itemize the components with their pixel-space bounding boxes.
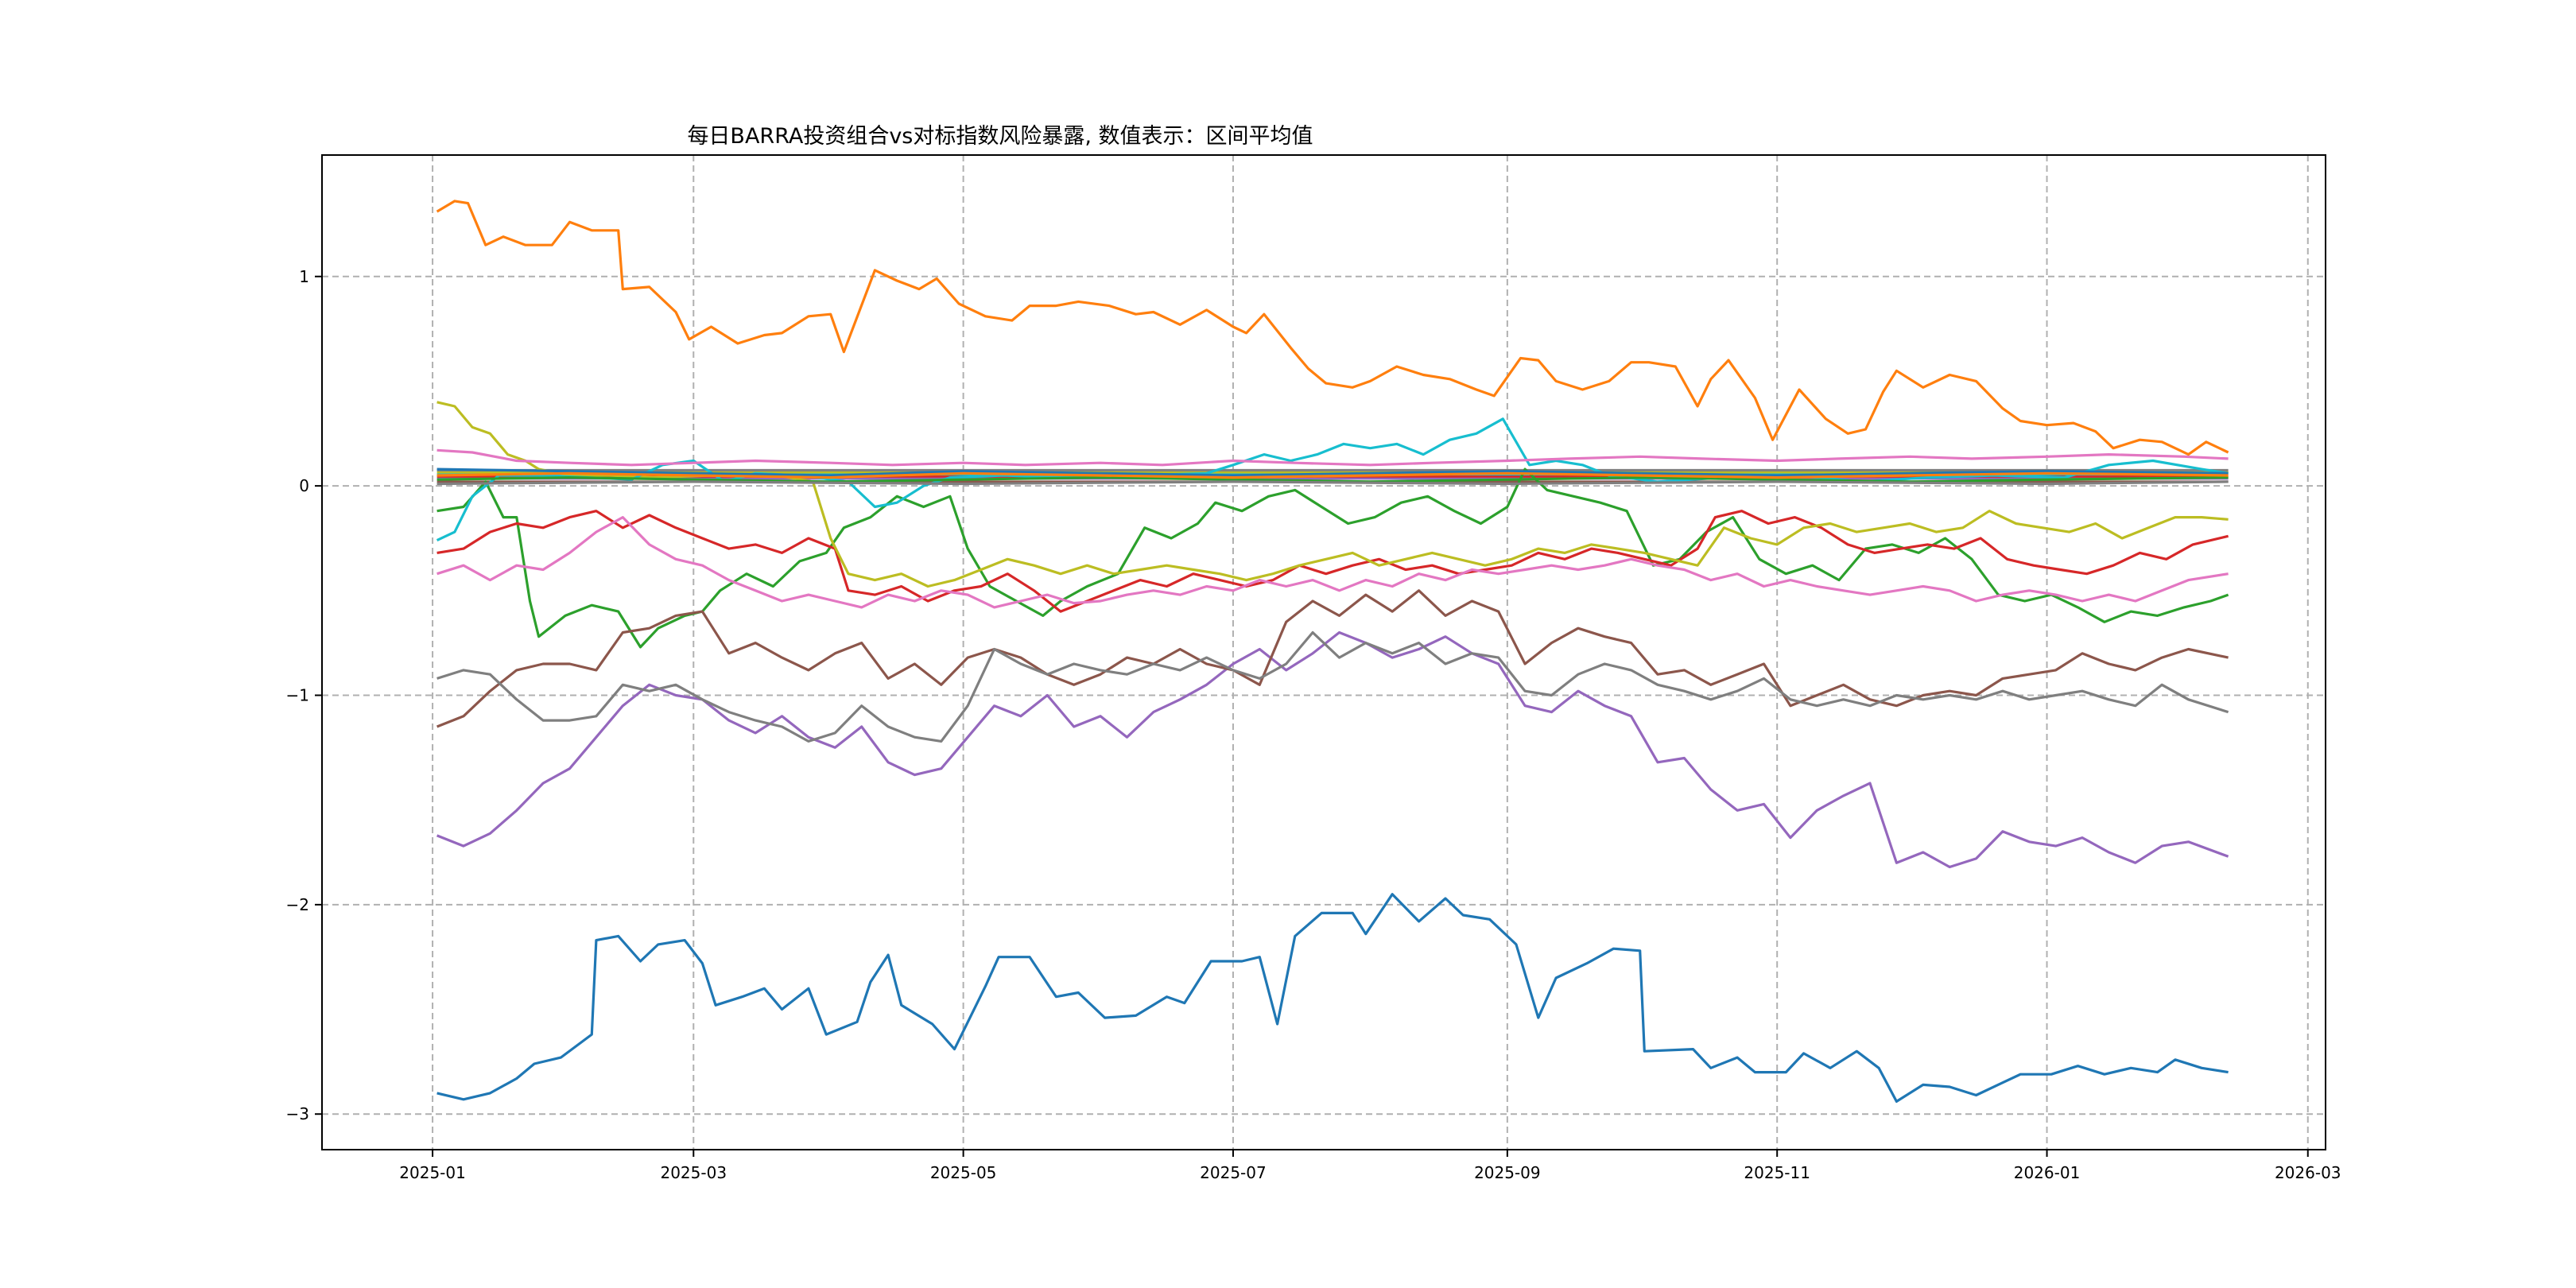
series-layer	[436, 200, 2229, 1103]
x-axis: 2025-01 2025-03 2025-05 2025-07 2025-09 2025-…	[399, 1150, 2341, 1182]
series-line-7	[436, 516, 2229, 609]
plot-frame	[321, 154, 2326, 1150]
series-line-12	[436, 467, 2229, 477]
series-line-11	[436, 448, 2229, 467]
x-tick-label: 2025-05	[930, 1163, 997, 1182]
y-tick-label: 0	[299, 476, 309, 495]
series-line-6	[436, 589, 2229, 728]
y-tick-label: 1	[299, 267, 309, 286]
series-line-4	[436, 510, 2229, 613]
y-axis: 1 0 −1 −2 −3	[286, 267, 322, 1123]
x-tick-label: 2025-11	[1744, 1163, 1810, 1182]
y-tick-label: −3	[286, 1104, 309, 1123]
y-tick-label: −2	[286, 895, 309, 914]
plot-area	[322, 155, 2326, 1150]
series-line-5	[436, 630, 2229, 869]
x-tick-label: 2025-01	[399, 1163, 466, 1182]
x-tick-label: 2026-03	[2275, 1163, 2341, 1182]
series-line-2	[436, 200, 2229, 456]
series-line-15	[436, 480, 2229, 486]
series-line-8	[436, 630, 2229, 743]
series-line-1	[436, 893, 2229, 1103]
y-tick-label: −1	[286, 685, 309, 704]
chart-title: 每日BARRA投资组合vs对标指数风险暴露, 数值表示：区间平均值	[687, 124, 1313, 149]
x-tick-label: 2026-01	[2014, 1163, 2081, 1182]
x-tick-label: 2025-09	[1474, 1163, 1541, 1182]
x-tick-label: 2025-03	[660, 1163, 727, 1182]
series-line-14	[436, 471, 2229, 479]
x-tick-label: 2025-07	[1200, 1163, 1267, 1182]
